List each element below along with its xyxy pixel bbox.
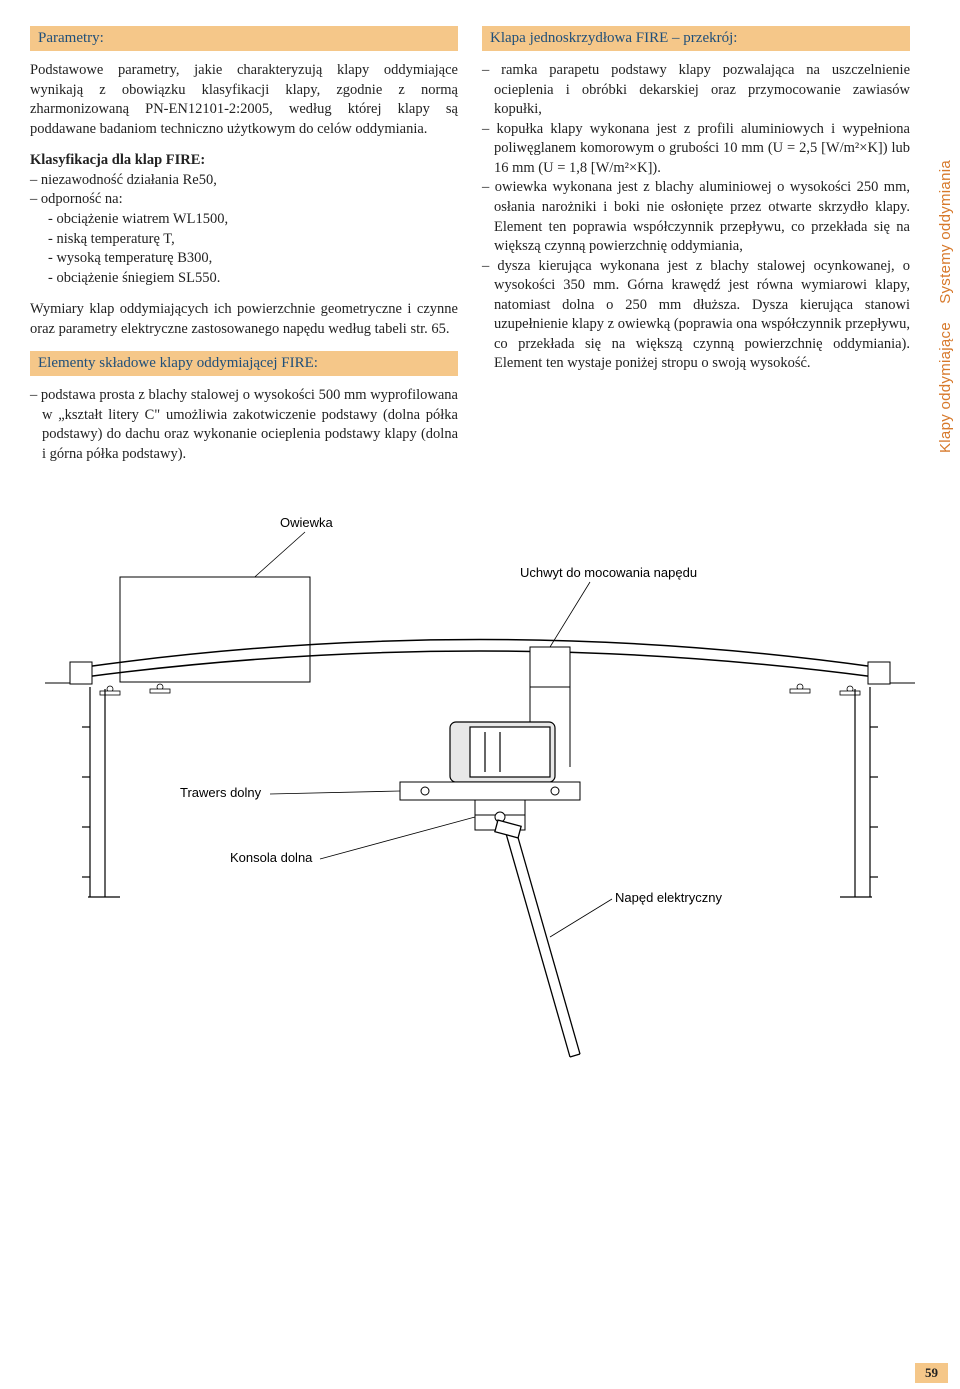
right-item-3: – dysza kierująca wykonana jest z blachy… [482, 257, 910, 374]
right-list: – ramka parapetu podstawy klapy pozwalaj… [482, 61, 910, 374]
klas-sub-1: - niską temperaturę T, [30, 230, 458, 250]
label-trawers: Trawers dolny [180, 785, 262, 800]
klasyfikacja-block: Klasyfikacja dla klap FIRE: – niezawodno… [30, 151, 458, 288]
right-column: Klapa jednoskrzydłowa FIRE – przekrój: –… [482, 20, 930, 477]
para-wymiary: Wymiary klap oddymiających ich powierzch… [30, 300, 458, 339]
label-owiewka: Owiewka [280, 515, 334, 530]
klas-title: Klasyfikacja dla klap FIRE: [30, 151, 458, 171]
side-tab-systemy: Systemy oddymiania [937, 160, 954, 304]
klas-sub-2: - wysoką temperaturę B300, [30, 249, 458, 269]
para-intro: Podstawowe parametry, jakie charakteryzu… [30, 61, 458, 139]
left-column: Parametry: Podstawowe parametry, jakie c… [30, 20, 458, 477]
klas-item-0: – niezawodność działania Re50, [30, 171, 458, 191]
side-tabs: Systemy oddymiania Klapy oddymiające [937, 160, 954, 453]
elementy-list: – podstawa prosta z blachy stalowej o wy… [30, 386, 458, 464]
footer: 59 [915, 1363, 948, 1383]
right-item-2: – owiewka wykonana jest z blachy alumini… [482, 178, 910, 256]
diagram-svg: Owiewka Uchwyt do mocowania napędu [30, 507, 930, 1067]
label-naped: Napęd elektryczny [615, 890, 722, 905]
klas-sub-3: - obciążenie śniegiem SL550. [30, 269, 458, 289]
side-tab-klapy: Klapy oddymiające [937, 322, 954, 453]
heading-parametry: Parametry: [30, 26, 458, 51]
page-number: 59 [915, 1363, 948, 1383]
right-item-0: – ramka parapetu podstawy klapy pozwalaj… [482, 61, 910, 120]
heading-elementy: Elementy składowe klapy oddymiającej FIR… [30, 351, 458, 376]
heading-przekroj: Klapa jednoskrzydłowa FIRE – przekrój: [482, 26, 910, 51]
right-item-1: – kopułka klapy wykonana jest z profili … [482, 120, 910, 179]
elementy-item-0: – podstawa prosta z blachy stalowej o wy… [30, 386, 458, 464]
label-uchwyt: Uchwyt do mocowania napędu [520, 565, 697, 580]
diagram-cross-section: Owiewka Uchwyt do mocowania napędu [30, 507, 930, 1072]
klas-sub-0: - obciążenie wiatrem WL1500, [30, 210, 458, 230]
klas-item-1: – odporność na: [30, 190, 458, 210]
label-konsola: Konsola dolna [230, 850, 313, 865]
